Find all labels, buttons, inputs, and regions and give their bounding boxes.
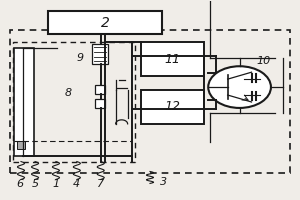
Text: 3: 3 — [160, 177, 167, 187]
Text: 11: 11 — [164, 53, 180, 66]
Text: 2: 2 — [101, 16, 110, 30]
Bar — [49, 11, 162, 34]
Bar — [141, 42, 204, 76]
Text: 6: 6 — [16, 179, 24, 189]
Text: 1: 1 — [52, 179, 59, 189]
Bar — [14, 48, 34, 156]
Bar — [92, 44, 108, 64]
Text: 12: 12 — [164, 100, 180, 113]
Bar — [10, 30, 290, 173]
Text: 4: 4 — [73, 179, 80, 189]
Text: 8: 8 — [64, 88, 71, 98]
Bar — [13, 42, 135, 162]
Bar — [95, 99, 105, 108]
Text: 9: 9 — [76, 53, 83, 63]
Text: 5: 5 — [32, 179, 39, 189]
Text: 10: 10 — [256, 56, 270, 66]
Circle shape — [208, 66, 271, 108]
Bar — [95, 85, 105, 94]
Text: 7: 7 — [97, 179, 104, 189]
Bar — [17, 141, 25, 149]
Bar — [141, 90, 204, 124]
